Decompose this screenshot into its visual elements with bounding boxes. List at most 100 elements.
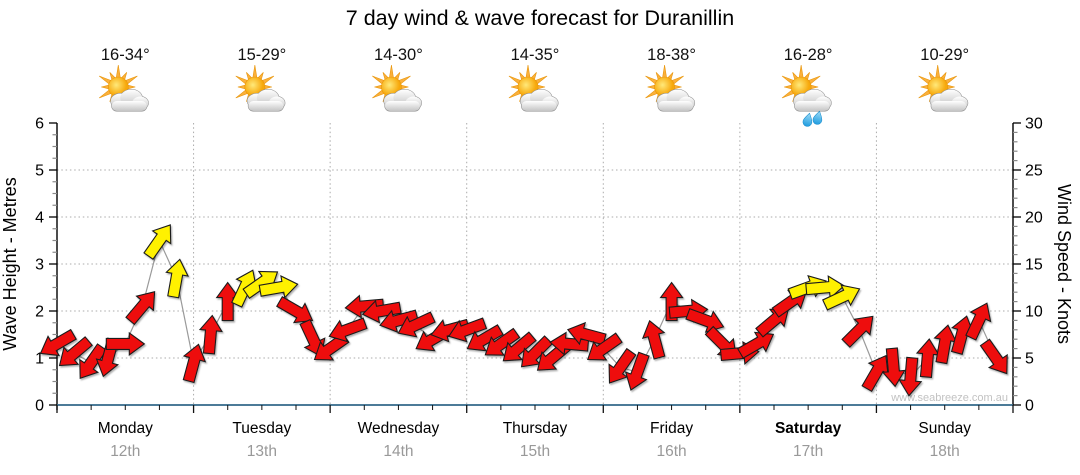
cloud-part (793, 89, 832, 112)
wind-arrow-red (965, 302, 992, 341)
wind-arrow-red (397, 311, 436, 338)
day-date-label: 18th (930, 443, 960, 460)
temperature-range-label: 15-29° (237, 46, 286, 64)
day-name-label: Sunday (918, 420, 971, 437)
wind-arrow-red (379, 309, 419, 333)
wind-arrow-red (105, 331, 146, 356)
day-date-label: 12th (110, 443, 140, 460)
left-tick-label: 6 (35, 116, 44, 133)
cloud-part (929, 89, 969, 112)
day-name-label: Friday (650, 420, 693, 437)
page-title: 7 day wind & wave forecast for Duranilli… (345, 6, 735, 30)
watermark: www.seabreeze.com.au (890, 392, 1008, 404)
left-tick-label: 2 (35, 304, 44, 321)
left-axis-title: Wave Height - Metres (0, 177, 20, 350)
day-name-label: Thursday (503, 420, 568, 437)
wind-arrow-red (79, 343, 108, 380)
day-date-label: 14th (383, 443, 413, 460)
cloud-base (248, 101, 284, 111)
right-tick-label: 20 (1025, 210, 1043, 227)
sun-cloud-icon (645, 64, 696, 112)
wind-arrow-red (586, 332, 623, 361)
wind-arrow-red (39, 328, 77, 357)
left-tick-label: 4 (35, 210, 44, 227)
wind-arrow-red (641, 319, 666, 360)
raindrop-icon (812, 110, 823, 125)
cloud-part (110, 89, 149, 112)
wind-arrow-red (566, 321, 607, 346)
wind-arrow-red (182, 343, 207, 384)
right-tick-label: 30 (1025, 116, 1043, 133)
wind-arrow-red (608, 347, 637, 384)
cloud-base (658, 101, 694, 111)
day-date-label: 16th (656, 443, 686, 460)
day-date-label: 13th (247, 443, 277, 460)
wind-arrow-red (447, 317, 488, 343)
day-name-label: Monday (98, 420, 153, 437)
wind-arrow-red (125, 291, 156, 326)
wind-arrow-red (198, 314, 223, 355)
sun-cloud-shower-icon (781, 64, 832, 127)
wind-arrow-red (328, 317, 368, 343)
sun-cloud-icon (235, 64, 286, 112)
wind-arrow-red (466, 324, 504, 352)
left-tick-label: 1 (35, 351, 44, 368)
right-tick-label: 0 (1025, 398, 1034, 415)
temperature-range-label: 14-30° (374, 46, 423, 64)
wind-arrow-red (736, 331, 775, 359)
day-name-label: Wednesday (358, 420, 440, 437)
wind-arrow-red (276, 295, 314, 324)
temperature-range-label: 14-35° (511, 46, 560, 64)
temperature-range-label: 16-34° (101, 46, 150, 64)
wind-arrows (39, 224, 1008, 397)
right-tick-label: 15 (1025, 257, 1043, 274)
wind-arrow-yellow (822, 284, 861, 311)
wind-arrow-red (549, 331, 590, 356)
cloud-base (384, 101, 420, 111)
wind-arrow-red (624, 351, 650, 391)
axes: 0 1 2 3 4 5 6 0 5 10 15 20 25 30 Wave Height - Metres W… (0, 116, 1074, 415)
day-name-label: Saturday (775, 420, 842, 437)
right-tick-label: 25 (1025, 163, 1043, 180)
cloud-base (111, 101, 147, 111)
wind-arrow-yellow (143, 224, 172, 260)
left-tick-label: 3 (35, 257, 44, 274)
wind-arrow-red (979, 338, 1008, 375)
day-date-label: 17th (793, 443, 823, 460)
temperature-range-label: 18-38° (647, 46, 696, 64)
day-date-label: 15th (520, 443, 550, 460)
cloud-part (656, 89, 696, 112)
wind-arrow-red (484, 327, 521, 356)
wind-arrow-yellow (258, 274, 299, 299)
wind-arrow-red (685, 308, 725, 333)
gridlines (57, 123, 1013, 405)
right-tick-label: 5 (1025, 351, 1034, 368)
cloud-part (246, 89, 286, 112)
day-name-label: Tuesday (232, 420, 291, 437)
wind-arrow-red (502, 331, 537, 362)
cloud-part (383, 89, 422, 112)
raindrop-icon (802, 112, 813, 127)
wind-arrow-red (58, 336, 93, 367)
left-tick-label: 5 (35, 163, 44, 180)
temperature-range-label: 16-28° (784, 46, 833, 64)
wind-arrow-red (881, 347, 906, 388)
right-axis-title: Wind Speed - Knots (1054, 184, 1074, 344)
wind-arrow-red (898, 356, 923, 397)
cloud-part (520, 89, 559, 112)
wind-arrow-red (841, 315, 874, 348)
sun-cloud-icon (508, 64, 559, 112)
wind-arrow-yellow (165, 258, 190, 299)
right-tick-label: 10 (1025, 304, 1043, 321)
wind-arrow-red (361, 299, 402, 324)
cloud-base (794, 101, 830, 111)
sun-cloud-icon (372, 64, 422, 112)
cloud-base (521, 101, 557, 111)
cloud-base (931, 101, 967, 111)
left-tick-label: 0 (35, 398, 44, 415)
sun-cloud-icon (98, 64, 149, 112)
sun-cloud-icon (918, 64, 969, 112)
